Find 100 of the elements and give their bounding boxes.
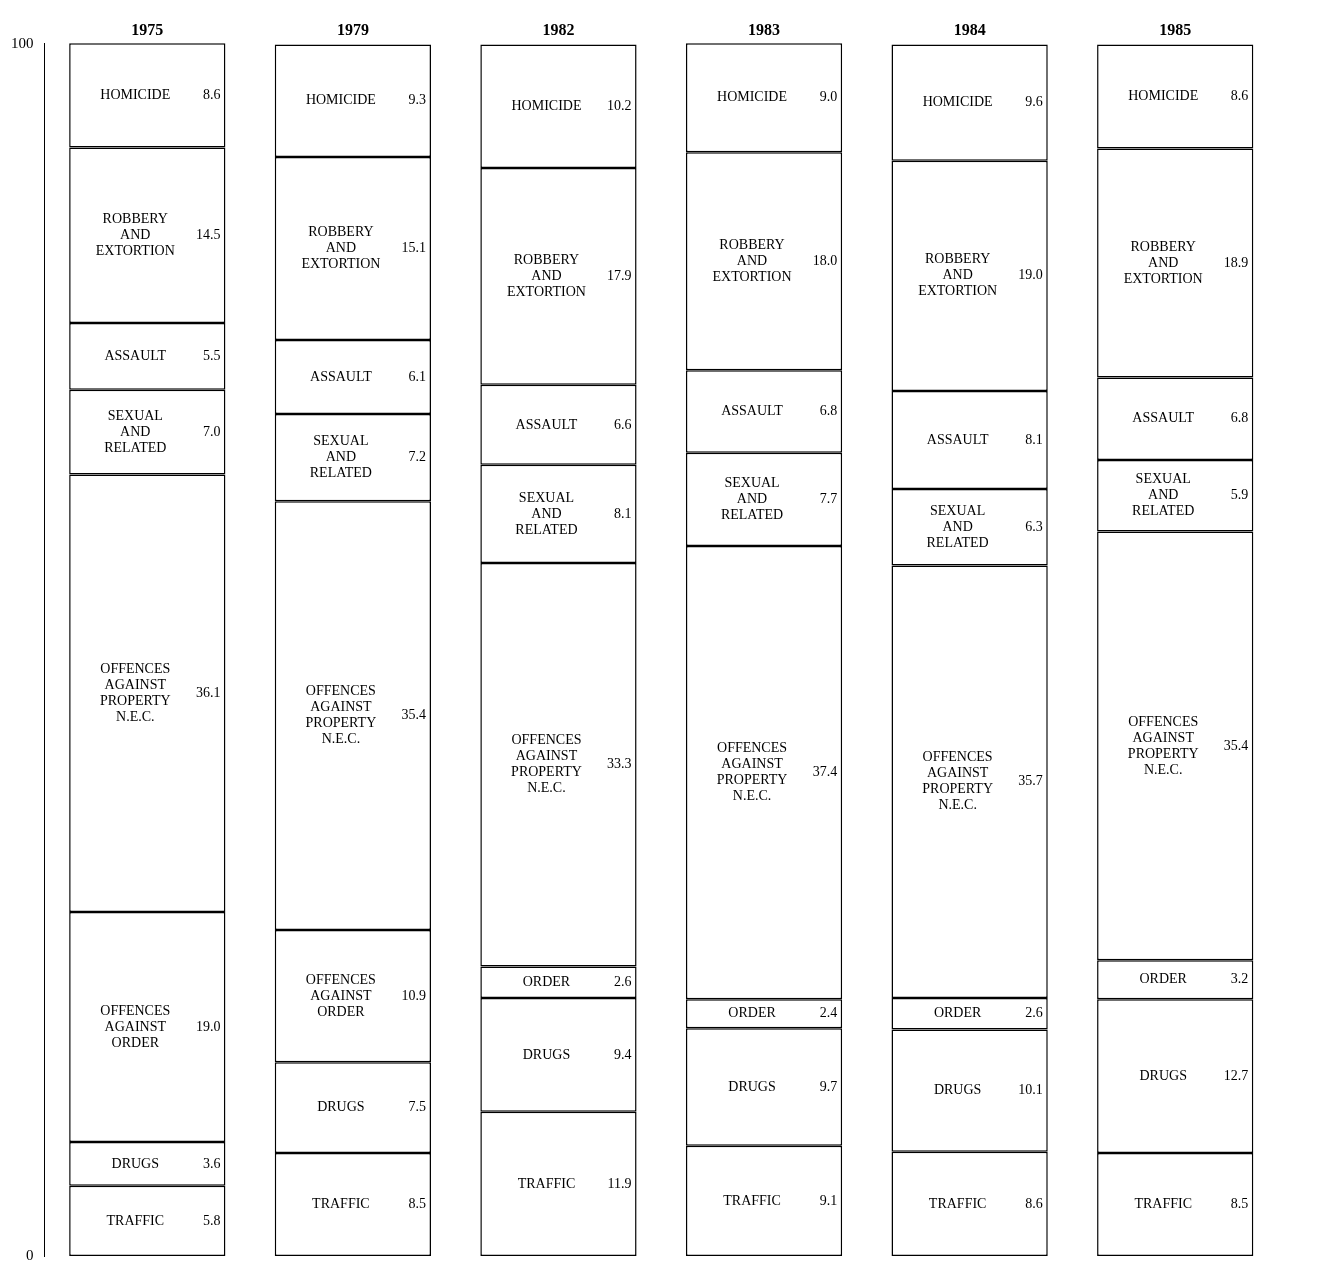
data-label: 6.3 (1025, 518, 1043, 534)
text: HOMICIDE (1128, 88, 1199, 104)
text: ORDER (522, 973, 571, 989)
series-label: ROBBERY AND EXTORTION (95, 210, 175, 258)
data-label: 8.1 (1025, 431, 1043, 447)
x-tick-label: 1979 (336, 20, 369, 38)
data-label: 18.9 (1223, 254, 1249, 270)
data-label: 35.4 (1223, 737, 1249, 753)
data-label: 8.1 (614, 505, 632, 521)
text: HOMICIDE (922, 94, 993, 110)
data-label: 19.0 (195, 1018, 221, 1034)
text: DRUGS (1139, 1067, 1187, 1083)
data-label: 9.0 (819, 89, 838, 105)
text: TRAFFIC (928, 1195, 987, 1211)
x-tick-label: 1983 (748, 20, 781, 38)
y-tick-label: 0 (26, 1246, 34, 1263)
data-label: 6.8 (819, 403, 838, 419)
text: SEXUAL AND RELATED (515, 489, 578, 537)
text: ROBBERY AND EXTORTION (506, 252, 586, 300)
data-label: 7.0 (202, 423, 221, 439)
series-label: OFFENCES AGAINST ORDER (100, 1002, 171, 1050)
data-label: 10.9 (401, 987, 426, 1003)
text: ASSAULT (515, 416, 578, 432)
data-label: 3.6 (202, 1155, 221, 1171)
data-label: 2.4 (819, 1005, 838, 1021)
data-label: 6.8 (1230, 410, 1249, 426)
data-label: 12.7 (1223, 1067, 1249, 1083)
series-label: OFFENCES AGAINST PROPERTY N.E.C. (99, 660, 171, 724)
text: ASSAULT (1132, 410, 1195, 426)
data-label: 7.2 (408, 449, 426, 465)
data-label: 37.4 (812, 764, 838, 780)
data-label: 5.5 (202, 348, 221, 364)
data-label: 9.7 (819, 1078, 838, 1094)
text: TRAFFIC (312, 1196, 370, 1212)
data-label: 10.1 (1018, 1082, 1043, 1098)
text: DRUGS (933, 1082, 982, 1098)
text: OFFENCES AGAINST PROPERTY N.E.C. (922, 749, 993, 813)
data-label: 2.6 (1025, 1005, 1043, 1021)
text: DRUGS (317, 1099, 365, 1115)
data-label: 17.9 (607, 268, 632, 284)
x-tick-label: 1984 (953, 20, 986, 38)
text: ASSAULT (310, 368, 372, 384)
data-label: 11.9 (607, 1175, 632, 1191)
text: HOMICIDE (511, 97, 582, 113)
data-label: 5.8 (202, 1212, 221, 1228)
text: DRUGS (728, 1078, 776, 1094)
data-label: 8.6 (202, 86, 221, 102)
data-label: 14.5 (195, 226, 221, 242)
series-label: TRAFFIC (106, 1212, 165, 1228)
text: OFFENCES AGAINST PROPERTY N.E.C. (716, 740, 788, 804)
text: ORDER (933, 1005, 982, 1021)
data-label: 2.6 (614, 973, 632, 989)
data-label: 18.0 (812, 252, 838, 268)
data-label: 15.1 (401, 240, 426, 256)
data-label: 6.6 (614, 416, 632, 432)
series-label: ORDER (728, 1005, 777, 1021)
text: ASSAULT (926, 431, 989, 447)
data-label: 36.1 (195, 684, 221, 700)
x-tick-label: 1985 (1159, 20, 1192, 38)
text: OFFENCES AGAINST PROPERTY N.E.C. (511, 732, 582, 796)
data-label: 9.3 (408, 92, 426, 108)
text: DRUGS (522, 1046, 571, 1062)
data-label: 7.5 (408, 1099, 426, 1115)
data-label: 33.3 (607, 756, 632, 772)
series-label: DRUGS (111, 1155, 160, 1171)
series-label: HOMICIDE (100, 86, 171, 102)
text: OFFENCES AGAINST ORDER (305, 971, 376, 1019)
data-label: 9.1 (819, 1192, 838, 1208)
data-label: 7.7 (819, 491, 838, 507)
data-label: 3.2 (1230, 971, 1249, 987)
data-label: 5.9 (1230, 487, 1249, 503)
text: OFFENCES AGAINST PROPERTY N.E.C. (305, 683, 377, 747)
text: TRAFFIC (723, 1192, 781, 1208)
text: SEXUAL AND RELATED (926, 502, 989, 550)
series-label: SEXUAL AND RELATED (1132, 471, 1195, 519)
text: HOMICIDE (717, 89, 788, 105)
text: ORDER (1139, 971, 1187, 987)
text: SEXUAL AND RELATED (720, 475, 784, 523)
data-label: 6.1 (408, 368, 426, 384)
data-label: 8.6 (1230, 88, 1249, 104)
series-label: ASSAULT (104, 348, 167, 364)
text: TRAFFIC (517, 1175, 576, 1191)
data-label: 8.5 (1230, 1196, 1249, 1212)
data-label: 35.7 (1018, 773, 1043, 789)
text: SEXUAL AND RELATED (309, 433, 372, 481)
y-tick-label: 100 (11, 35, 34, 52)
text: ROBBERY AND EXTORTION (712, 236, 792, 284)
text: HOMICIDE (305, 92, 376, 108)
data-label: 35.4 (401, 707, 426, 723)
data-label: 10.2 (607, 97, 632, 113)
data-label: 9.4 (614, 1046, 632, 1062)
text: ASSAULT (721, 403, 783, 419)
x-tick-label: 1975 (131, 20, 164, 38)
text: ROBBERY AND EXTORTION (1123, 238, 1203, 286)
text: ROBBERY AND EXTORTION (301, 224, 381, 272)
data-label: 8.6 (1025, 1195, 1043, 1211)
text: OFFENCES AGAINST PROPERTY N.E.C. (1127, 713, 1199, 777)
text: TRAFFIC (1134, 1196, 1192, 1212)
data-label: 8.5 (408, 1196, 426, 1212)
data-label: 19.0 (1018, 267, 1043, 283)
